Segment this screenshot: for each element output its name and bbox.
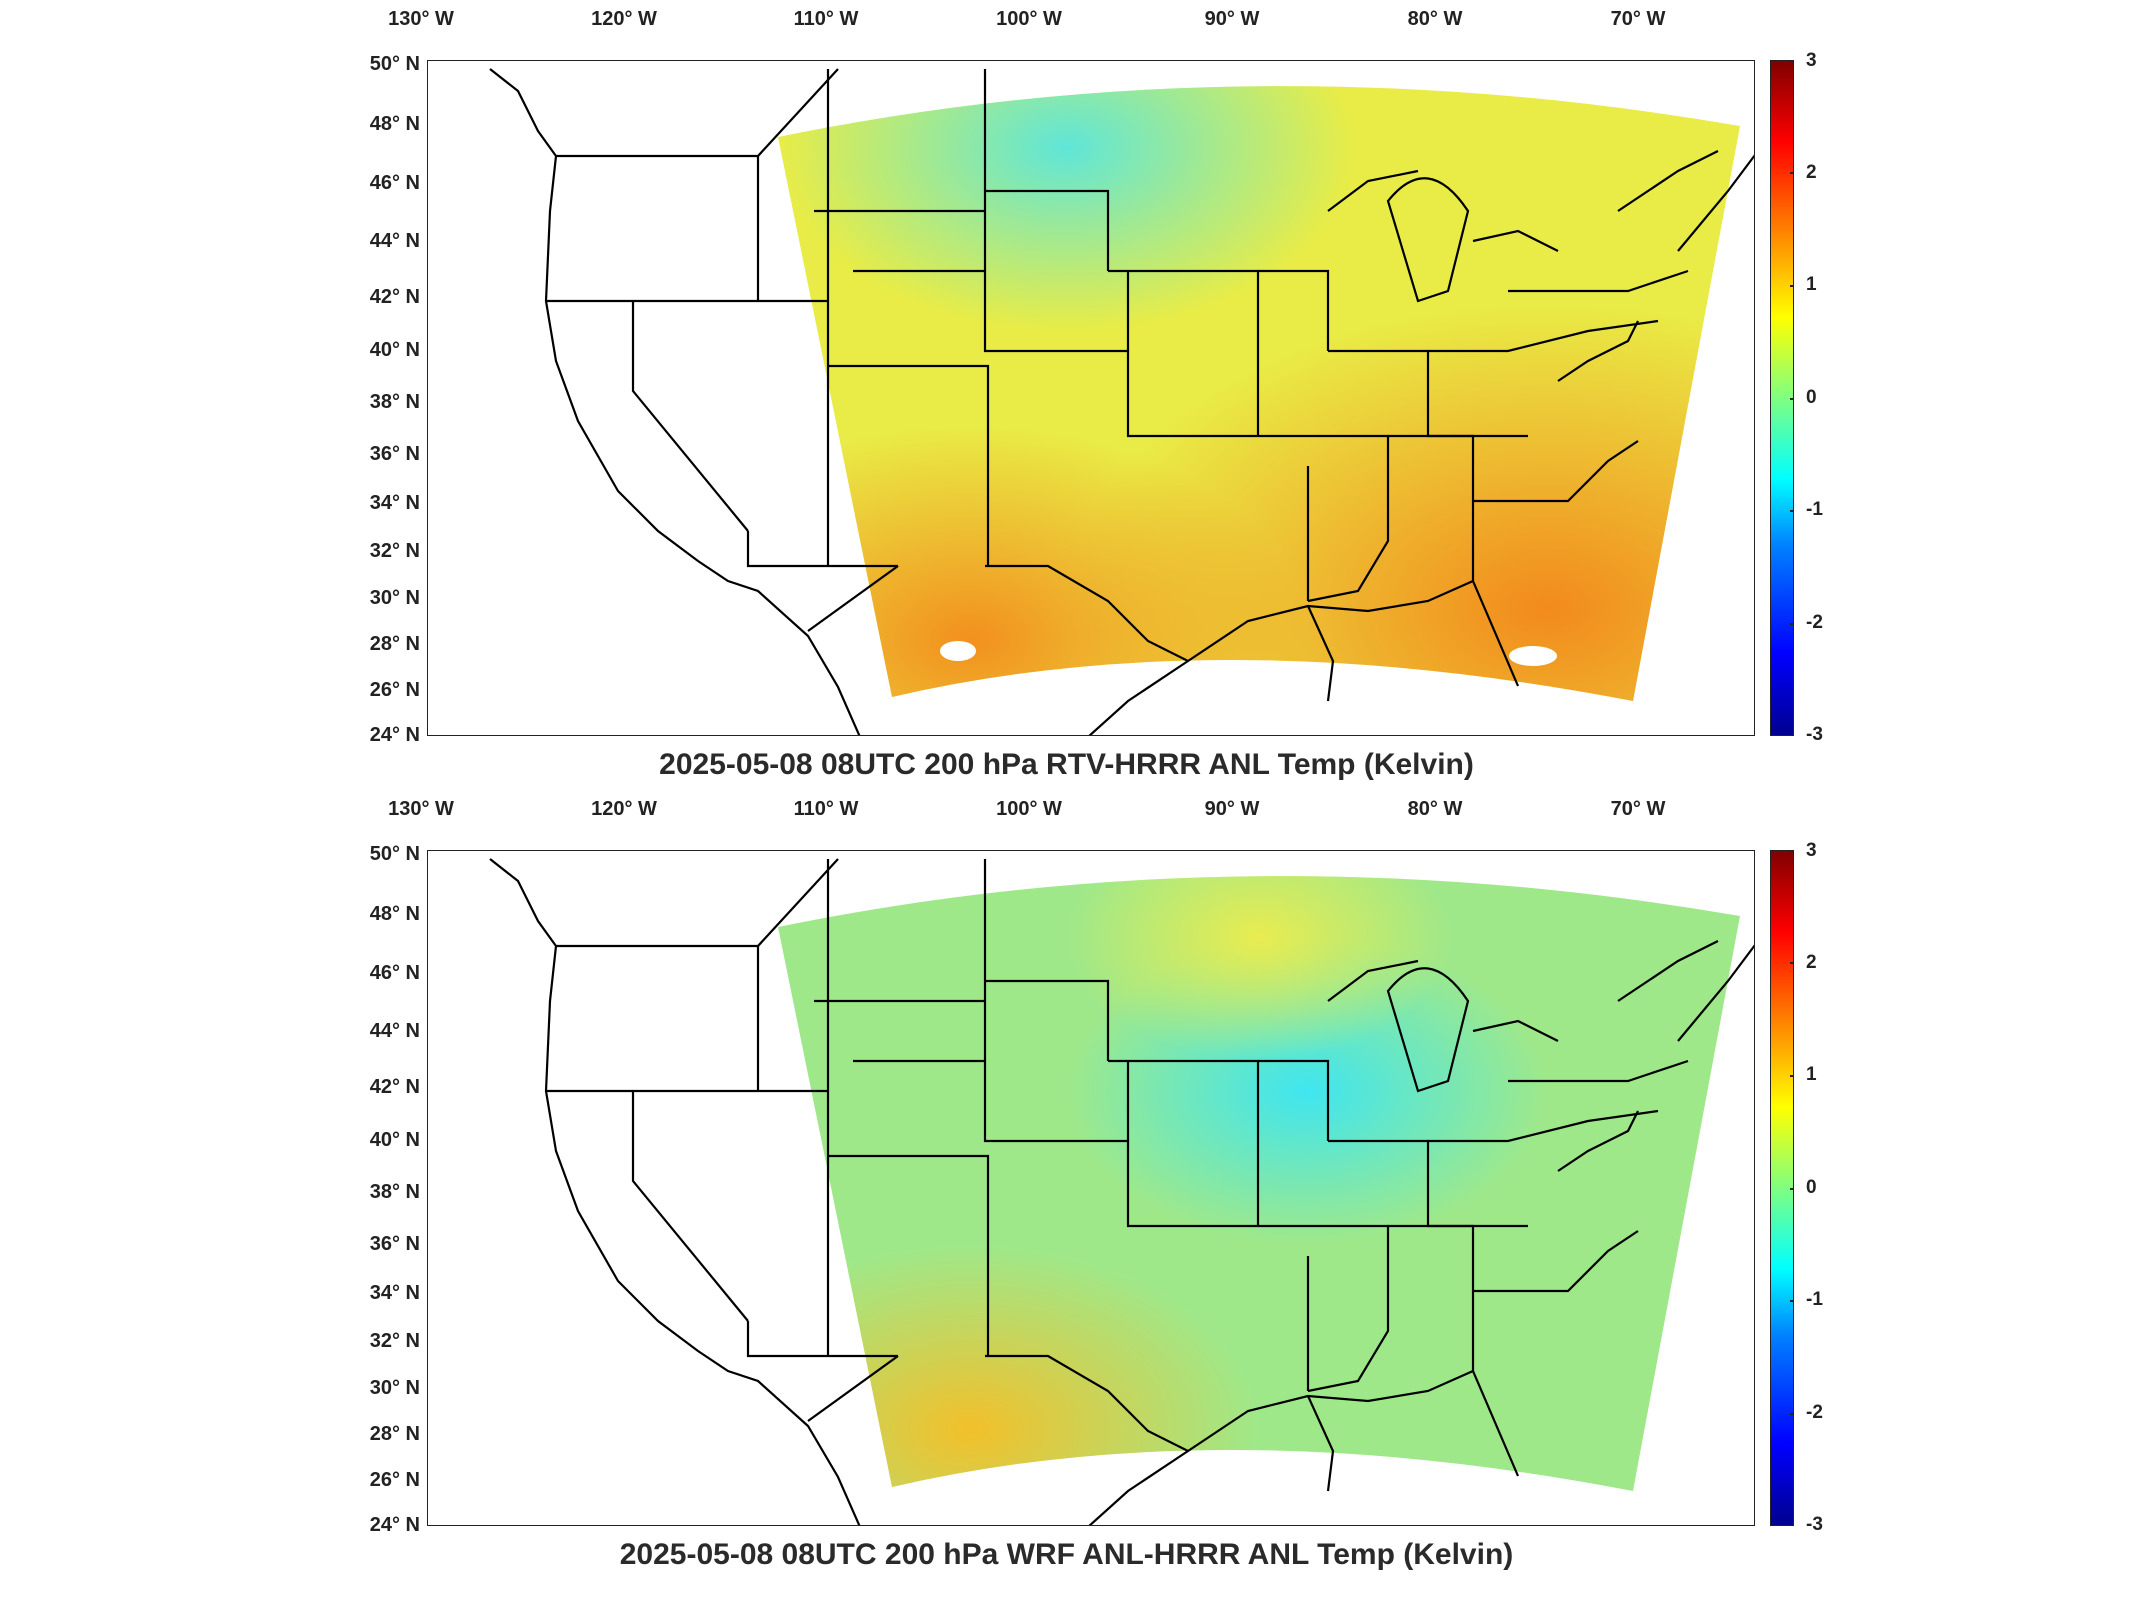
- lat-label: 32° N: [369, 1330, 420, 1352]
- colorbar-tick: 3: [1806, 840, 1817, 861]
- lon-label: 130° W: [388, 8, 454, 30]
- lat-label: 32° N: [369, 540, 420, 562]
- colorbar-tick: 1: [1806, 274, 1817, 295]
- lon-label: 80° W: [1407, 8, 1463, 30]
- lat-label: 46° N: [369, 962, 420, 984]
- lat-label: 46° N: [369, 172, 420, 194]
- lat-label: 44° N: [369, 230, 420, 252]
- lat-label: 24° N: [369, 724, 420, 746]
- map-canvas: [489, 858, 1754, 1525]
- lat-label: 38° N: [369, 391, 420, 413]
- panel-title-bottom: 2025-05-08 08UTC 200 hPa WRF ANL-HRRR AN…: [619, 1538, 1514, 1571]
- colorbar-tick: -1: [1806, 499, 1823, 520]
- panel-title-top: 2025-05-08 08UTC 200 hPa RTV-HRRR ANL Te…: [659, 748, 1474, 781]
- colorbar-tick: -2: [1806, 612, 1823, 633]
- colorbar-tick: -3: [1806, 1514, 1823, 1535]
- colorbar-tick: 1: [1806, 1064, 1817, 1085]
- map-panel-rtv: 130° W 120° W 110° W 100° W 90° W 80° W …: [369, 8, 1823, 781]
- colorbar-tick: 2: [1806, 952, 1817, 973]
- lat-label: 26° N: [369, 1469, 420, 1491]
- map-frame-top: [427, 60, 1755, 736]
- lat-label: 34° N: [369, 492, 420, 514]
- lon-label: 70° W: [1610, 798, 1666, 820]
- lat-label: 30° N: [369, 587, 420, 609]
- colorbar-tick: -3: [1806, 724, 1823, 745]
- lon-label: 100° W: [996, 8, 1062, 30]
- lat-label: 28° N: [369, 1423, 420, 1445]
- lat-label: 24° N: [369, 1514, 420, 1536]
- lat-label: 42° N: [369, 286, 420, 308]
- lat-label: 30° N: [369, 1377, 420, 1399]
- lon-label: 90° W: [1204, 8, 1260, 30]
- lat-label: 28° N: [369, 633, 420, 655]
- lat-label: 38° N: [369, 1181, 420, 1203]
- lon-label: 110° W: [793, 8, 859, 30]
- colorbar-tick: -1: [1806, 1289, 1823, 1310]
- lat-label: 26° N: [369, 679, 420, 701]
- missing-data-patch: [1509, 646, 1557, 666]
- lat-label: 48° N: [369, 903, 420, 925]
- missing-data-patch: [940, 641, 976, 661]
- lon-label: 130° W: [388, 798, 454, 820]
- colorbar-tick: 3: [1806, 50, 1817, 71]
- lat-label: 34° N: [369, 1282, 420, 1304]
- map-canvas: [489, 68, 1754, 735]
- lat-label: 36° N: [369, 443, 420, 465]
- lon-label: 90° W: [1204, 798, 1260, 820]
- lat-label: 48° N: [369, 113, 420, 135]
- lon-label: 100° W: [996, 798, 1062, 820]
- lon-label: 120° W: [591, 798, 657, 820]
- lat-label: 44° N: [369, 1020, 420, 1042]
- lat-label: 40° N: [369, 1129, 420, 1151]
- map-frame-bottom: [427, 850, 1755, 1526]
- lat-label: 42° N: [369, 1076, 420, 1098]
- lat-label: 40° N: [369, 339, 420, 361]
- lon-label: 110° W: [793, 798, 859, 820]
- state-borders: [489, 858, 1754, 1525]
- lon-label: 120° W: [591, 8, 657, 30]
- lon-label: 70° W: [1610, 8, 1666, 30]
- colorbar-tick: -2: [1806, 1402, 1823, 1423]
- state-borders: [489, 68, 1754, 735]
- lat-label: 50° N: [369, 53, 420, 75]
- lat-label: 50° N: [369, 843, 420, 865]
- lat-label: 36° N: [369, 1233, 420, 1255]
- map-panel-wrf: 130° W 120° W 110° W 100° W 90° W 80° W …: [0, 790, 2133, 1600]
- colorbar-tick: 2: [1806, 162, 1817, 183]
- lon-label: 80° W: [1407, 798, 1463, 820]
- colorbar-tick: 0: [1806, 1177, 1817, 1198]
- colorbar-tick: 0: [1806, 387, 1817, 408]
